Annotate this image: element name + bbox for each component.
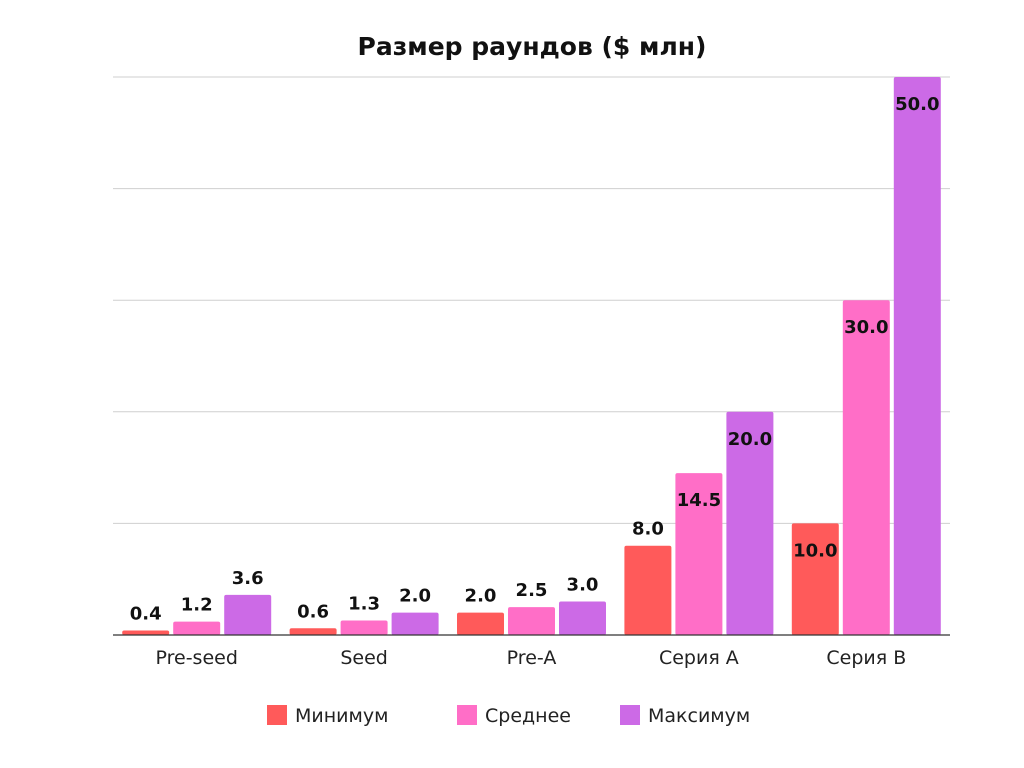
value-label: 20.0 — [728, 429, 772, 450]
bar-Максимум-Seed — [391, 612, 439, 635]
legend-label: Среднее — [485, 705, 571, 727]
legend-swatch — [457, 705, 477, 725]
value-label: 0.4 — [130, 604, 162, 625]
value-label: 1.2 — [181, 595, 213, 616]
bar-Среднее-Pre-A — [508, 607, 555, 635]
bar-Среднее-Seed — [340, 620, 388, 635]
value-label: 3.6 — [232, 568, 264, 589]
bar-Минимум-Серия B — [791, 523, 839, 635]
value-label: 2.0 — [465, 586, 497, 607]
legend-label: Минимум — [295, 705, 388, 727]
value-label: 14.5 — [677, 490, 721, 511]
value-label: 1.3 — [348, 593, 380, 614]
category-label: Pre-A — [507, 647, 557, 669]
bars — [122, 77, 941, 635]
bar-Минимум-Seed — [289, 628, 337, 635]
bar-Максимум-Pre-A — [559, 601, 606, 635]
value-label: 2.5 — [516, 580, 548, 601]
value-label: 3.0 — [567, 575, 599, 596]
bar-Минимум-Pre-A — [457, 612, 504, 635]
legend-swatch — [620, 705, 640, 725]
value-label: 2.0 — [399, 586, 431, 607]
value-label: 0.6 — [297, 601, 329, 622]
value-label: 30.0 — [844, 317, 888, 338]
category-labels: Pre-seed Seed Pre-A Серия A Серия B — [155, 647, 906, 669]
legend-label: Максимум — [648, 705, 750, 727]
bar-Минимум-Pre-seed — [122, 630, 170, 635]
value-label: 50.0 — [895, 94, 939, 115]
category-label: Серия A — [659, 647, 739, 669]
value-label: 10.0 — [793, 540, 837, 561]
bar-Максимум-Серия A — [726, 411, 774, 635]
category-label: Серия B — [826, 647, 906, 669]
value-label: 8.0 — [632, 519, 664, 540]
gridlines — [113, 76, 950, 524]
bar-Максимум-Pre-seed — [224, 594, 272, 635]
chart-title: Размер раундов ($ млн) — [358, 32, 707, 61]
legend-swatch — [267, 705, 287, 725]
category-label: Seed — [340, 647, 388, 669]
bar-Минимум-Серия A — [624, 545, 672, 635]
bar-Среднее-Серия A — [675, 473, 723, 635]
legend: Минимум Среднее Максимум — [267, 705, 750, 727]
category-label: Pre-seed — [155, 647, 237, 669]
bar-Максимум-Серия B — [893, 77, 941, 635]
bar-Среднее-Pre-seed — [173, 621, 221, 635]
bar-Среднее-Серия B — [842, 300, 890, 635]
value-labels: 0.4 1.2 3.6 0.6 1.3 2.0 2.0 2.5 3.0 8.0 14.5 20.0 10… — [130, 94, 940, 625]
